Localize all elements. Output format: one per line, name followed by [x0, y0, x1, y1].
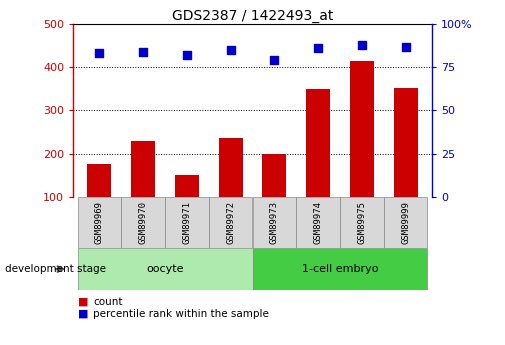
Bar — [219, 138, 243, 240]
Bar — [340, 197, 384, 248]
Text: GSM89974: GSM89974 — [314, 201, 323, 244]
Text: GSM89972: GSM89972 — [226, 201, 235, 244]
Text: 1-cell embryo: 1-cell embryo — [301, 264, 378, 274]
Point — [358, 42, 366, 48]
Text: development stage: development stage — [5, 264, 106, 274]
Point — [314, 46, 322, 51]
Bar — [306, 89, 330, 240]
Bar — [131, 141, 155, 240]
Text: GSM89969: GSM89969 — [95, 201, 104, 244]
Bar — [78, 248, 252, 290]
Bar — [252, 197, 296, 248]
Bar — [175, 175, 199, 240]
Text: percentile rank within the sample: percentile rank within the sample — [93, 309, 269, 319]
Point — [401, 44, 410, 49]
Bar — [393, 88, 418, 240]
Bar — [262, 155, 286, 240]
Text: GSM89970: GSM89970 — [139, 201, 147, 244]
Point — [270, 58, 278, 63]
Bar — [78, 197, 121, 248]
Bar — [252, 248, 427, 290]
Title: GDS2387 / 1422493_at: GDS2387 / 1422493_at — [172, 9, 333, 23]
Bar — [87, 164, 112, 240]
Text: count: count — [93, 297, 123, 307]
Bar — [384, 197, 427, 248]
Point — [95, 51, 104, 56]
Text: GSM89971: GSM89971 — [182, 201, 191, 244]
Text: GSM89999: GSM89999 — [401, 201, 410, 244]
Bar — [165, 197, 209, 248]
Text: GSM89975: GSM89975 — [358, 201, 366, 244]
Bar — [121, 197, 165, 248]
Bar — [296, 197, 340, 248]
Bar — [209, 197, 252, 248]
Text: ■: ■ — [78, 309, 89, 319]
Text: oocyte: oocyte — [146, 264, 184, 274]
Point — [227, 47, 235, 53]
Point — [139, 49, 147, 55]
Text: ■: ■ — [78, 297, 89, 307]
Point — [183, 52, 191, 58]
Text: GSM89973: GSM89973 — [270, 201, 279, 244]
Bar — [350, 61, 374, 240]
